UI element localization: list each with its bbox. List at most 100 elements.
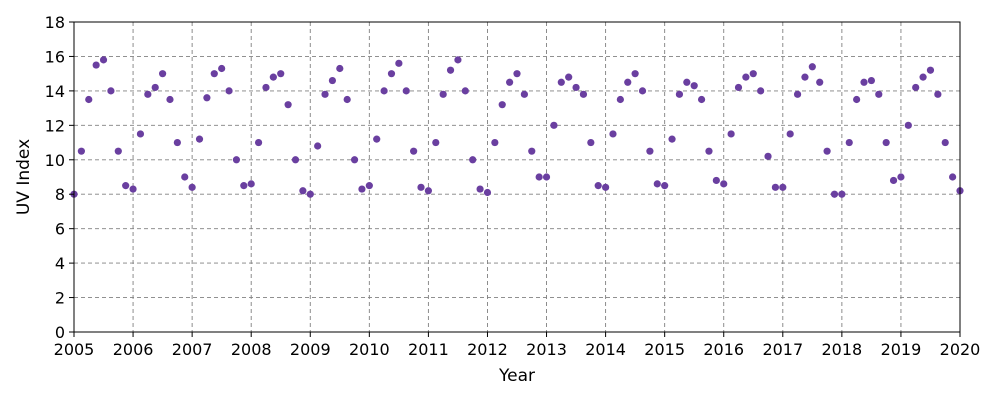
data-point — [314, 142, 322, 150]
data-point — [432, 138, 440, 147]
y-tick-label: 14 — [45, 82, 65, 101]
x-tick-label: 2015 — [644, 340, 685, 359]
data-point — [661, 182, 669, 190]
data-point — [520, 90, 528, 98]
data-point — [402, 87, 410, 95]
y-tick-label: 10 — [45, 151, 65, 170]
data-point — [690, 82, 698, 90]
data-point — [513, 70, 521, 78]
data-point — [365, 182, 373, 190]
data-point — [764, 152, 772, 160]
data-point — [609, 130, 617, 138]
data-point — [336, 64, 344, 73]
data-point — [675, 90, 684, 98]
data-point — [395, 59, 403, 67]
data-point — [85, 95, 93, 104]
plot-frame — [73, 21, 961, 333]
data-point — [638, 87, 647, 95]
data-point — [912, 83, 920, 92]
data-point — [122, 182, 130, 190]
data-point — [321, 90, 329, 98]
data-point — [631, 70, 639, 78]
data-point — [897, 173, 905, 181]
data-point — [550, 121, 558, 129]
data-point — [742, 73, 750, 81]
data-point — [624, 78, 632, 86]
data-point — [830, 190, 839, 198]
data-point — [136, 130, 145, 138]
data-point — [565, 73, 573, 81]
data-point — [823, 147, 831, 155]
x-tick-label: 2006 — [113, 340, 154, 359]
data-point — [491, 138, 499, 147]
data-point — [218, 64, 226, 73]
data-point — [498, 101, 506, 109]
data-point — [838, 190, 846, 198]
data-point — [380, 87, 388, 95]
y-tick-label: 8 — [55, 185, 65, 204]
data-point — [173, 138, 181, 147]
data-point — [727, 130, 735, 138]
data-point — [579, 90, 588, 98]
data-point — [439, 90, 447, 98]
data-point — [417, 183, 425, 191]
y-tick-label: 4 — [55, 254, 65, 273]
x-tick-label: 2013 — [526, 340, 567, 359]
data-point — [734, 83, 743, 92]
data-point — [446, 66, 455, 74]
data-point — [616, 95, 624, 104]
x-tick-label: 2011 — [408, 340, 449, 359]
grid-lines — [73, 21, 961, 333]
data-point — [572, 83, 580, 92]
data-point — [225, 87, 233, 95]
data-point — [749, 70, 757, 78]
x-tick-label: 2019 — [881, 340, 922, 359]
data-point — [926, 66, 935, 74]
x-tick-label: 2018 — [822, 340, 863, 359]
data-point — [129, 185, 137, 193]
y-tick-label: 18 — [45, 13, 65, 32]
data-point — [587, 138, 595, 147]
data-point — [343, 95, 351, 104]
data-point — [358, 185, 366, 193]
data-point — [853, 95, 861, 104]
data-point — [387, 70, 396, 78]
data-point — [144, 90, 152, 98]
data-point — [528, 147, 536, 155]
data-point — [454, 56, 462, 64]
data-point — [919, 73, 927, 81]
data-point — [254, 138, 263, 147]
data-point — [535, 173, 543, 181]
y-axis-title: UV Index — [14, 139, 34, 215]
data-point — [506, 78, 514, 86]
data-point — [299, 187, 307, 195]
data-point — [328, 76, 337, 85]
data-point — [845, 138, 853, 147]
data-point — [373, 135, 381, 143]
x-tick-label: 2014 — [585, 340, 626, 359]
data-point — [904, 121, 912, 129]
x-tick-label: 2012 — [467, 340, 508, 359]
data-point — [159, 70, 167, 78]
data-point — [469, 156, 477, 164]
y-tick-label: 0 — [55, 323, 65, 342]
data-point — [941, 138, 949, 147]
data-point — [816, 78, 824, 86]
data-point — [461, 87, 469, 95]
y-tick-label: 6 — [55, 220, 65, 239]
data-point — [779, 183, 787, 191]
y-axis: 0 2 4 6 8 10 12 14 16 18 — [45, 13, 74, 342]
x-axis-title: Year — [498, 366, 535, 386]
data-point — [195, 135, 204, 143]
data-point — [705, 147, 713, 155]
data-point — [720, 180, 728, 188]
data-point — [269, 73, 277, 81]
x-tick-label: 2008 — [231, 340, 272, 359]
data-point — [594, 182, 602, 190]
data-point — [771, 183, 780, 191]
x-tick-label: 2016 — [703, 340, 744, 359]
data-point — [77, 147, 85, 155]
data-point — [232, 156, 241, 164]
x-tick-label: 2020 — [940, 340, 981, 359]
